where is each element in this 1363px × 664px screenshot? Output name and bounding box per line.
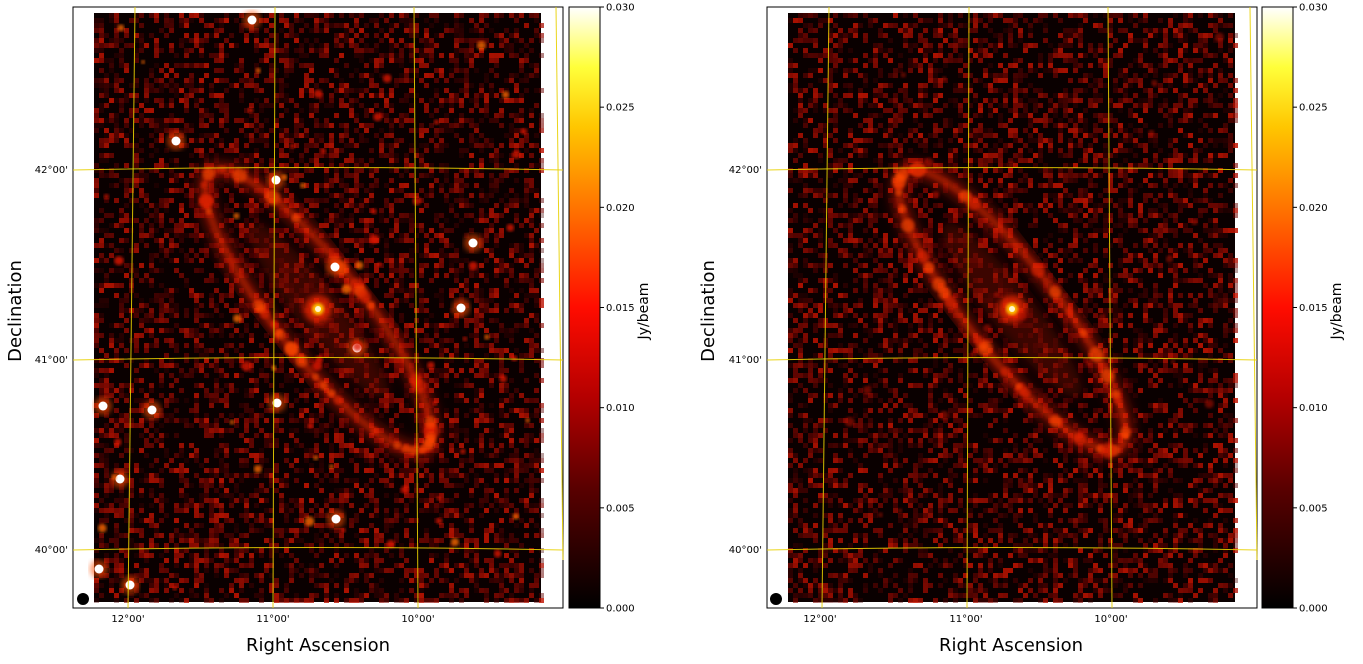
x-tick-label: 10°00' xyxy=(401,614,434,625)
panel-2-x-axis-title: Right Ascension xyxy=(939,635,1083,656)
panel-2-beam-ellipse xyxy=(770,593,782,605)
colorbar-gradient xyxy=(1262,7,1293,608)
colorbar-tick-label: 0.030 xyxy=(1299,3,1328,14)
panel-2-colorbar: 0.000 0.005 0.010 0.015 0.020 0.025 0.030 Jy/b… xyxy=(1262,3,1345,615)
colorbar-tick-label: 0.010 xyxy=(1299,403,1328,414)
panel-1-y-axis-title: Declination xyxy=(5,260,26,362)
panel-1-colorbar: 0.000 0.005 0.010 0.015 0.020 0.025 0.030 Jy/b… xyxy=(569,3,652,615)
colorbar-tick-label: 0.015 xyxy=(1299,303,1328,314)
panel-2-image xyxy=(788,13,1238,603)
colorbar-tick-label: 0.005 xyxy=(606,503,635,514)
panel-2-y-ticks: 42°00' 41°00' 40°00' xyxy=(729,165,762,556)
y-tick-label: 41°00' xyxy=(35,355,68,366)
y-tick-label: 41°00' xyxy=(729,355,762,366)
x-tick-label: 10°00' xyxy=(1094,614,1127,625)
x-tick-label: 11°00' xyxy=(949,614,982,625)
colorbar-tick-label: 0.010 xyxy=(606,403,635,414)
colorbar-tick-label: 0.020 xyxy=(606,203,635,214)
panel-1-x-axis-title: Right Ascension xyxy=(246,635,390,656)
colorbar-tick-label: 0.020 xyxy=(1299,203,1328,214)
panel-1: 12°00' 11°00' 10°00' 42°00' 41°00' 40°00… xyxy=(5,3,652,657)
panel-1-beam-ellipse xyxy=(77,593,89,605)
y-tick-label: 42°00' xyxy=(35,165,68,176)
colorbar-title: Jy/beam xyxy=(636,283,652,341)
y-tick-label: 40°00' xyxy=(729,545,762,556)
y-tick-label: 42°00' xyxy=(729,165,762,176)
y-tick-label: 40°00' xyxy=(35,545,68,556)
x-tick-label: 12°00' xyxy=(111,614,144,625)
colorbar-tick-label: 0.025 xyxy=(1299,103,1328,114)
panel-1-image xyxy=(90,11,544,603)
x-tick-label: 12°00' xyxy=(803,614,836,625)
panel-2-y-axis-title: Declination xyxy=(698,260,719,362)
colorbar-gradient xyxy=(569,7,600,608)
colorbar-title: Jy/beam xyxy=(1329,283,1345,341)
colorbar-tick-label: 0.025 xyxy=(606,103,635,114)
x-tick-label: 11°00' xyxy=(256,614,289,625)
colorbar-tick-label: 0.030 xyxy=(606,3,635,14)
colorbar-tick-label: 0.005 xyxy=(1299,503,1328,514)
colorbar-tick-label: 0.000 xyxy=(606,604,635,615)
panel-1-x-ticks: 12°00' 11°00' 10°00' xyxy=(111,614,434,625)
colorbar-tick-label: 0.000 xyxy=(1299,604,1328,615)
panel-2: 12°00' 11°00' 10°00' 42°00' 41°00' 40°00… xyxy=(698,3,1345,657)
colorbar-tick-label: 0.015 xyxy=(606,303,635,314)
panel-2-x-ticks: 12°00' 11°00' 10°00' xyxy=(803,614,1127,625)
panel-1-y-ticks: 42°00' 41°00' 40°00' xyxy=(35,165,68,556)
